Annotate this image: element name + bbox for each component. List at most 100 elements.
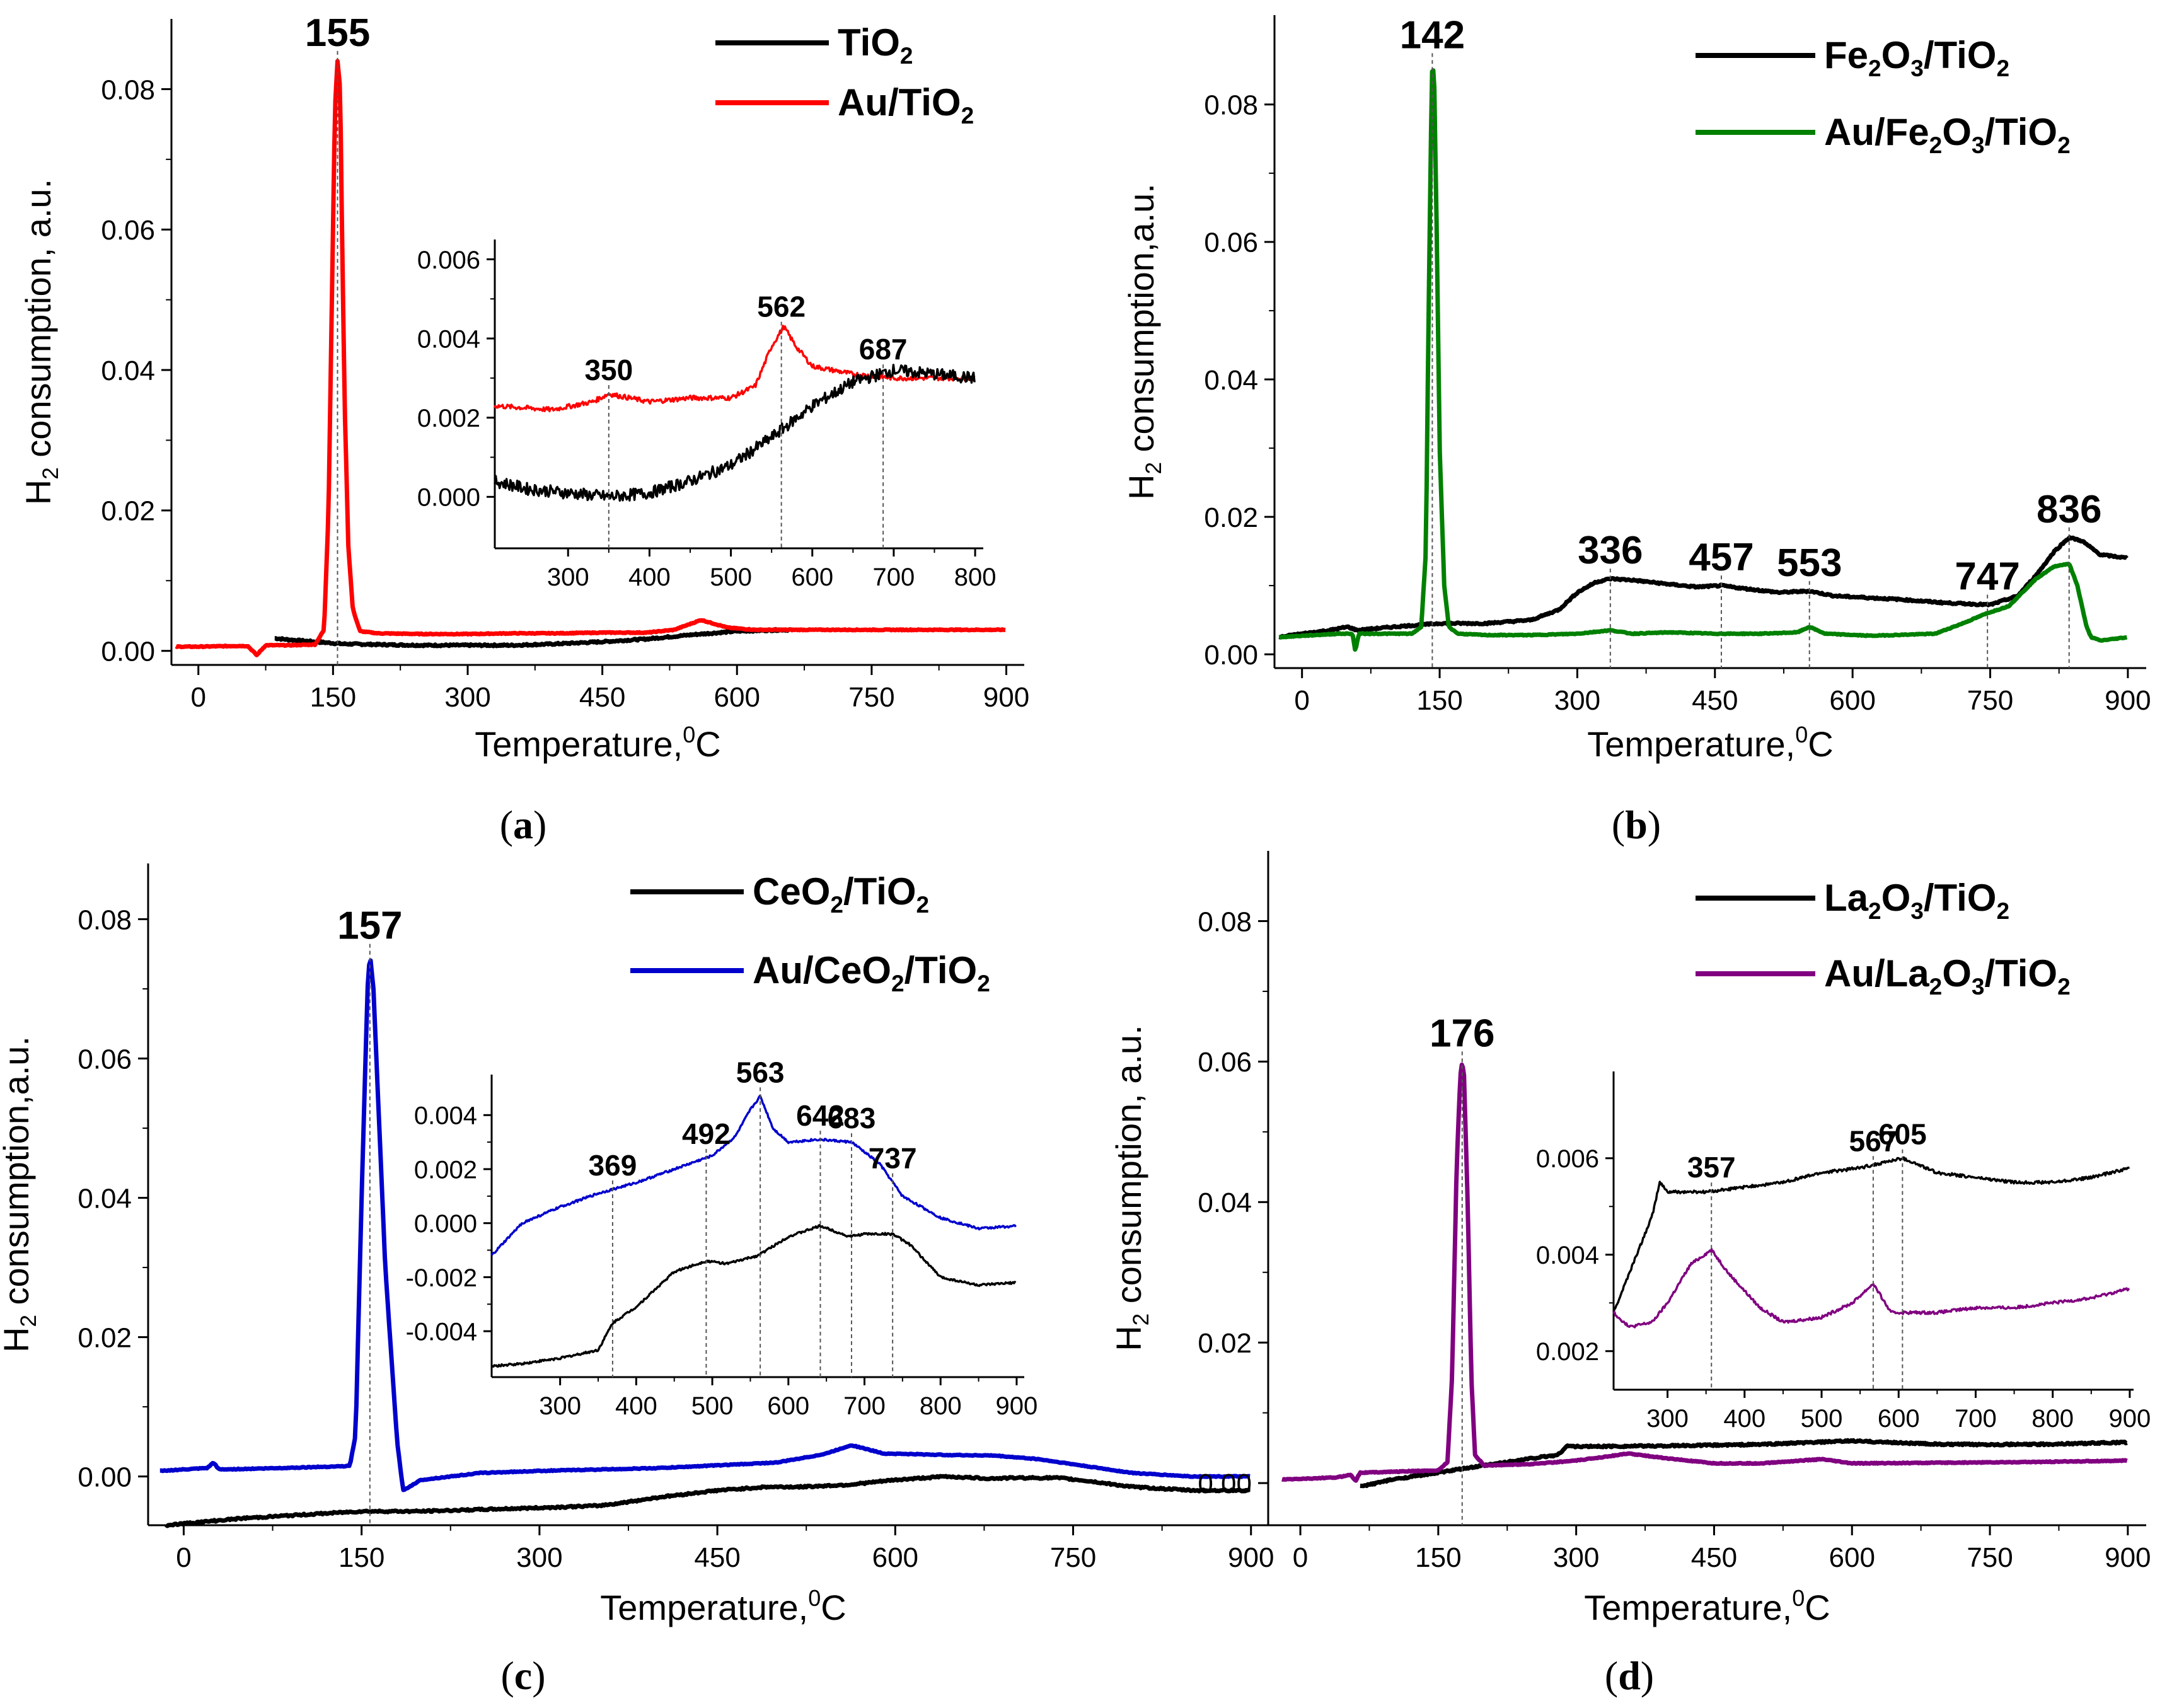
legend-label: CeO2​/TiO2​ (753, 870, 929, 918)
x-tick-label: 800 (2031, 1405, 2074, 1433)
y-tick-label: 0.00 (78, 1462, 132, 1492)
subscript: 2 (2057, 132, 2071, 158)
text-run: /TiO (1985, 111, 2058, 153)
inset-a: 300 400 500 600 700 800 0.000 0.002 0.004 0.006 35… (417, 239, 996, 591)
x-tick-label: 750 (848, 682, 894, 713)
peak-label: 350 (584, 354, 633, 386)
subscript: 3 (1972, 132, 1985, 158)
text-run: /TiO (1924, 877, 1997, 919)
peak-label: 176 (1430, 1012, 1494, 1055)
series-line (490, 1224, 1017, 1368)
panel-caption: (a) (500, 802, 547, 847)
y-tick-label: -0.004 (406, 1319, 477, 1346)
x-tick-label: 600 (1829, 685, 1875, 716)
series-line (165, 1474, 1251, 1528)
caption-paren: ) (533, 802, 546, 847)
text-run: consumption,a.u. (0, 1036, 36, 1315)
x-tick-label: 500 (691, 1392, 734, 1420)
x-axis-label: Temperature,0C (475, 722, 720, 764)
x-tick-label: 300 (539, 1392, 581, 1420)
caption-paren: ( (1605, 1653, 1618, 1698)
subscript: 3 (1910, 55, 1924, 81)
x-axis-label-sup: 0 (1792, 1585, 1805, 1611)
y-tick-label: 0.002 (1536, 1338, 1599, 1366)
panel-a: 0 150 300 450 600 750 900 0.00 0.02 0.04 0.06 0.08 1… (18, 11, 1029, 847)
y-tick-label: 0.02 (78, 1322, 132, 1353)
peak-label: 836 (2037, 488, 2101, 531)
inset-d: 300 400 500 600 700 800 900 0.002 0.004 0.006 357 5… (1536, 1071, 2151, 1433)
subscript: 2 (830, 892, 843, 918)
subscript: 2 (1868, 898, 1881, 924)
x-tick-label: 450 (1692, 685, 1738, 716)
x-tick-label: 0 (190, 682, 205, 713)
caption-paren: ) (1648, 802, 1661, 847)
peak-label: 683 (828, 1102, 876, 1134)
text-run: /TiO (1985, 952, 2058, 995)
x-tick-label: 150 (310, 682, 356, 713)
x-tick-label: 900 (996, 1392, 1038, 1420)
x-axis-label: Temperature,0C (1584, 1585, 1830, 1627)
x-tick-label: 600 (1829, 1542, 1875, 1573)
text-run: Au/La (1824, 952, 1929, 995)
legend-label: Au/Fe2​O3​/TiO2​ (1824, 111, 2071, 158)
x-axis-label-sup: 0 (1795, 722, 1808, 747)
panel-caption: (d) (1605, 1653, 1654, 1698)
y-tick-label: -0.002 (406, 1264, 477, 1292)
caption-paren: ( (1612, 802, 1625, 847)
x-tick-label: 300 (1553, 1542, 1599, 1573)
series-line (1278, 68, 2129, 652)
x-tick-label: 400 (615, 1392, 657, 1420)
y-tick-label: 0.06 (78, 1044, 132, 1075)
peak-label: 553 (1777, 541, 1842, 585)
subscript: 2 (1996, 898, 2009, 924)
subscript: 2 (1929, 132, 1943, 158)
x-axis-label-text: Temperature, (475, 724, 683, 764)
x-axis-label-unit: C (821, 1588, 846, 1627)
x-tick-label: 300 (547, 563, 589, 591)
panel-caption: (b) (1612, 802, 1661, 847)
peak-label: 687 (859, 333, 908, 366)
y-tick-label: 0.00 (1198, 1469, 1252, 1499)
peak-label: 336 (1578, 529, 1643, 572)
series-line (274, 626, 792, 649)
x-tick-label: 900 (2109, 1405, 2151, 1433)
peak-label: 562 (757, 290, 806, 323)
x-tick-label: 900 (2105, 1542, 2151, 1573)
series-line (490, 1094, 1017, 1256)
legend-label: Fe2​O3​/TiO2​ (1824, 34, 2009, 81)
text-run: CeO (753, 870, 830, 913)
y-tick-label: 0.06 (1198, 1047, 1252, 1078)
subscript: 2 (1996, 55, 2009, 81)
x-tick-label: 400 (1723, 1405, 1765, 1433)
y-tick-label: 0.000 (414, 1210, 477, 1238)
y-tick-label: 0.000 (417, 484, 480, 512)
y-tick-label: 0.006 (417, 246, 480, 274)
text-run: Au/TiO (838, 81, 961, 124)
x-tick-label: 600 (872, 1542, 918, 1573)
series-line (494, 325, 976, 413)
peak-label: 737 (869, 1142, 917, 1175)
peak-label: 567 (1849, 1124, 1898, 1157)
caption-letter: a (513, 802, 533, 847)
y-axis-label: H2​ consumption,a.u. (0, 1036, 41, 1353)
inset-background (1614, 1071, 2134, 1390)
y-tick-label: 0.004 (1536, 1242, 1599, 1269)
x-axis-label-unit: C (1805, 1588, 1830, 1627)
y-tick-label: 0.08 (1198, 906, 1252, 937)
peak-label: 369 (589, 1149, 637, 1182)
x-tick-label: 300 (444, 682, 490, 713)
text-run: TiO (838, 21, 900, 64)
subscript: 2 (2057, 974, 2071, 1000)
series-line (175, 59, 1007, 657)
x-tick-label: 300 (1554, 685, 1600, 716)
x-tick-label: 400 (628, 563, 671, 591)
series-line (494, 364, 976, 502)
subscript: 2 (916, 892, 930, 918)
y-axis-label: H2​ consumption,a.u. (1121, 183, 1166, 500)
panel-b: 0 150 300 450 600 750 900 0.00 0.02 0.04 0.06 0.08 1… (1121, 13, 2151, 847)
y-tick-label: 0.08 (1204, 90, 1258, 121)
series-line (1281, 1062, 2129, 1483)
subscript: 2 (900, 43, 913, 69)
x-tick-label: 150 (338, 1542, 384, 1573)
y-tick-label: 0.006 (1536, 1145, 1599, 1173)
